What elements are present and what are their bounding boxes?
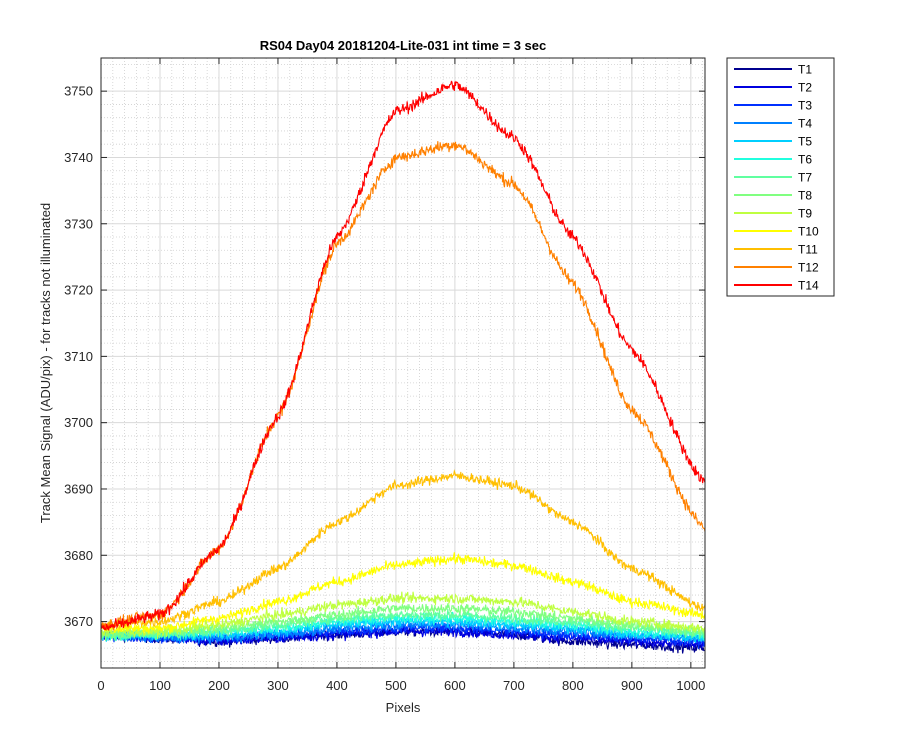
y-tick-label: 3720 — [64, 283, 93, 298]
series-line-t14 — [101, 80, 705, 631]
x-tick-label: 0 — [97, 678, 104, 693]
legend-label-t7: T7 — [798, 171, 812, 185]
y-tick-label: 3710 — [64, 349, 93, 364]
legend-item-t8[interactable]: T8 — [734, 189, 812, 203]
x-tick-label: 300 — [267, 678, 289, 693]
x-tick-label: 200 — [208, 678, 230, 693]
y-tick-label: 3690 — [64, 481, 93, 496]
x-tick-label: 600 — [444, 678, 466, 693]
plot-area — [101, 58, 705, 668]
legend-item-t10[interactable]: T10 — [734, 225, 819, 239]
y-tick-label: 3740 — [64, 150, 93, 165]
y-axis-label: Track Mean Signal (ADU/pix) - for tracks… — [38, 203, 53, 523]
x-tick-label: 500 — [385, 678, 407, 693]
series-line-t2 — [101, 624, 705, 649]
x-tick-label: 1000 — [676, 678, 705, 693]
y-tick-labels: 3670 3680 3690 3700 3710 3720 3730 3740 3750 — [64, 84, 93, 629]
legend-label-t4: T4 — [798, 117, 812, 131]
chart-title: RS04 Day04 20181204-Lite-031 int time = … — [260, 38, 547, 53]
legend-item-t3[interactable]: T3 — [734, 99, 812, 113]
legend-label-t10: T10 — [798, 225, 819, 239]
legend-item-t5[interactable]: T5 — [734, 135, 812, 149]
x-tick-label: 800 — [562, 678, 584, 693]
x-axis-label: Pixels — [386, 700, 421, 715]
legend-item-t9[interactable]: T9 — [734, 207, 812, 221]
axis-ticks — [100, 58, 705, 668]
legend-item-t11[interactable]: T11 — [734, 243, 818, 257]
legend-label-t2: T2 — [798, 81, 812, 95]
major-grid — [100, 58, 705, 668]
legend-item-t12[interactable]: T12 — [734, 261, 819, 275]
legend-item-t4[interactable]: T4 — [734, 117, 812, 131]
y-tick-label: 3700 — [64, 415, 93, 430]
legend-item-t7[interactable]: T7 — [734, 171, 812, 185]
x-tick-labels: 0 100 200 300 400 500 600 700 800 900 1000 — [97, 678, 705, 693]
legend-item-t2[interactable]: T2 — [734, 81, 812, 95]
legend-item-t14[interactable]: T14 — [734, 279, 819, 293]
legend-item-t6[interactable]: T6 — [734, 153, 812, 167]
legend-label-t5: T5 — [798, 135, 812, 149]
plot-box — [100, 57, 706, 669]
series-line-t11 — [101, 469, 705, 630]
y-tick-label: 3670 — [64, 614, 93, 629]
series-layer — [101, 80, 705, 654]
legend-items: T1 T2 T3 T4 T5 T6 T7 T8 T9 T10 T11 T12 T14 — [734, 63, 819, 293]
legend[interactable]: T1 T2 T3 T4 T5 T6 T7 T8 T9 T10 T11 T12 T14 — [726, 57, 835, 297]
legend-label-t9: T9 — [798, 207, 812, 221]
series-line-t10 — [101, 552, 705, 634]
series-line-t9 — [101, 591, 705, 640]
y-tick-label: 3680 — [64, 548, 93, 563]
x-tick-label: 900 — [621, 678, 643, 693]
x-tick-label: 100 — [149, 678, 171, 693]
legend-label-t8: T8 — [798, 189, 812, 203]
y-tick-label: 3750 — [64, 84, 93, 99]
x-tick-label: 400 — [326, 678, 348, 693]
legend-label-t6: T6 — [798, 153, 812, 167]
legend-label-t11: T11 — [798, 243, 818, 257]
legend-label-t3: T3 — [798, 99, 812, 113]
legend-item-t1[interactable]: T1 — [734, 63, 812, 77]
series-line-t4 — [101, 619, 705, 646]
legend-label-t12: T12 — [798, 261, 819, 275]
legend-label-t14: T14 — [798, 279, 819, 293]
x-tick-label: 700 — [503, 678, 525, 693]
legend-label-t1: T1 — [798, 63, 812, 77]
y-tick-label: 3730 — [64, 216, 93, 231]
